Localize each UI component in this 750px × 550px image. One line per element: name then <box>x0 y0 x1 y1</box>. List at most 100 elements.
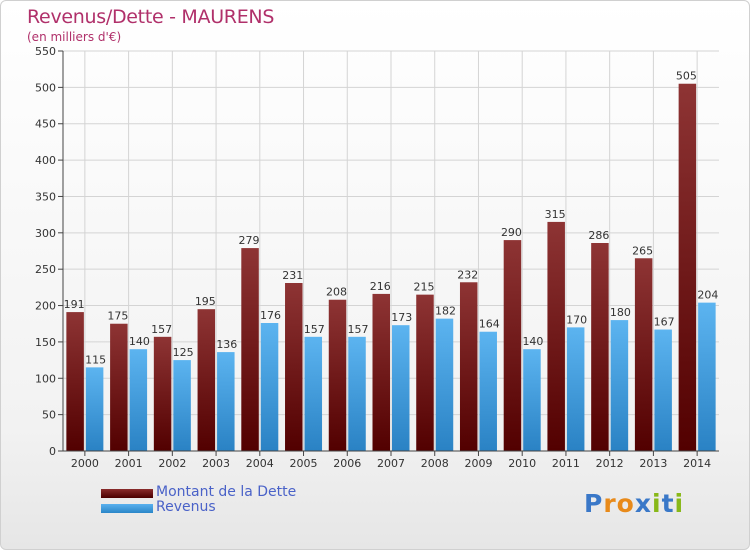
legend-label-dette: Montant de la Dette <box>156 484 297 500</box>
data-label-revenus: 125 <box>173 346 194 359</box>
bar-revenus <box>260 323 279 451</box>
logo-letter: P <box>584 489 604 518</box>
data-label-revenus: 157 <box>348 323 369 336</box>
data-label-dette: 232 <box>457 268 478 281</box>
data-label-revenus: 170 <box>566 313 587 326</box>
y-tick-label: 150 <box>35 336 56 349</box>
bar-dette <box>110 323 128 451</box>
bar-dette <box>66 312 84 451</box>
bar-revenus <box>566 327 585 451</box>
legend-swatch-revenus <box>101 504 153 513</box>
bar-dette <box>678 83 697 452</box>
x-tick-label: 2007 <box>377 457 405 470</box>
data-label-revenus: 167 <box>654 316 675 329</box>
y-tick-label: 500 <box>35 81 56 94</box>
bar-dette <box>285 283 303 451</box>
bar-dette <box>634 258 653 451</box>
bar-revenus <box>479 331 497 451</box>
bar-revenus <box>523 349 541 451</box>
bar-revenus <box>435 318 454 451</box>
data-label-dette: 265 <box>632 244 653 257</box>
data-label-dette: 315 <box>545 208 566 221</box>
data-label-revenus: 136 <box>216 338 237 351</box>
bar-dette <box>591 243 609 451</box>
data-label-dette: 290 <box>501 226 522 239</box>
data-label-revenus: 182 <box>435 305 456 318</box>
data-label-dette: 286 <box>588 229 609 242</box>
chart-title: Revenus/Dette - MAURENS <box>27 6 275 28</box>
bar-revenus <box>304 336 323 451</box>
y-tick-label: 200 <box>35 300 56 313</box>
x-tick-label: 2011 <box>552 457 580 470</box>
x-tick-label: 2009 <box>464 457 492 470</box>
data-label-dette: 195 <box>195 295 216 308</box>
x-tick-label: 2013 <box>639 457 667 470</box>
x-tick-label: 2006 <box>333 457 361 470</box>
logo-letter: i <box>674 489 685 518</box>
data-label-revenus: 173 <box>391 311 412 324</box>
x-tick-label: 2010 <box>508 457 536 470</box>
x-tick-label: 2012 <box>596 457 624 470</box>
y-tick-label: 0 <box>49 445 56 458</box>
data-label-dette: 208 <box>326 286 347 299</box>
x-tick-label: 2014 <box>683 457 711 470</box>
x-tick-label: 2001 <box>115 457 143 470</box>
y-tick-label: 50 <box>42 409 56 422</box>
bar-dette <box>416 294 434 451</box>
bar-revenus <box>217 352 235 451</box>
y-tick-label: 450 <box>35 118 56 131</box>
data-label-dette: 231 <box>282 269 303 282</box>
x-tick-label: 2008 <box>421 457 449 470</box>
x-tick-label: 2000 <box>71 457 99 470</box>
data-label-dette: 216 <box>370 280 391 293</box>
y-tick-label: 350 <box>35 190 56 203</box>
data-label-revenus: 140 <box>129 335 150 348</box>
bar-revenus <box>654 329 672 451</box>
bar-revenus <box>698 302 716 451</box>
x-tick-label: 2003 <box>202 457 230 470</box>
bar-revenus <box>85 367 104 451</box>
data-label-dette: 157 <box>151 323 172 336</box>
bar-dette <box>459 282 478 451</box>
bar-revenus <box>610 320 629 451</box>
data-label-revenus: 140 <box>522 335 543 348</box>
data-label-revenus: 157 <box>304 323 325 336</box>
data-label-dette: 191 <box>64 298 85 311</box>
data-label-revenus: 204 <box>697 289 718 302</box>
bar-revenus <box>392 325 410 451</box>
data-label-dette: 215 <box>413 281 434 294</box>
bar-dette <box>503 240 522 451</box>
logo-letter: x <box>634 489 652 518</box>
x-tick-label: 2002 <box>158 457 186 470</box>
y-tick-label: 550 <box>35 45 56 58</box>
data-label-dette: 175 <box>107 310 128 323</box>
data-label-dette: 505 <box>676 70 697 83</box>
logo-letter: i <box>652 489 662 518</box>
x-tick-label: 2005 <box>290 457 318 470</box>
bar-revenus <box>348 336 366 451</box>
bar-revenus <box>129 349 148 451</box>
y-tick-label: 300 <box>35 227 56 240</box>
y-tick-label: 250 <box>35 263 56 276</box>
legend-label-revenus: Revenus <box>156 499 216 515</box>
legend-swatch-dette <box>101 489 153 498</box>
data-label-revenus: 164 <box>479 318 500 331</box>
logo-letter: t <box>661 489 675 518</box>
x-tick-label: 2004 <box>246 457 274 470</box>
bar-dette <box>328 299 347 451</box>
bar-dette <box>547 221 565 451</box>
logo-letter: r <box>603 489 617 518</box>
bar-dette <box>241 248 259 451</box>
bar-dette <box>153 336 172 451</box>
logo-letter: o <box>616 489 635 518</box>
data-label-revenus: 176 <box>260 309 281 322</box>
bar-dette <box>372 293 390 451</box>
chart-subtitle: (en milliers d'€) <box>27 30 122 44</box>
y-tick-label: 100 <box>35 372 56 385</box>
y-tick-label: 400 <box>35 154 56 167</box>
proxiti-logo: Proxiti <box>584 489 684 518</box>
bar-dette <box>197 309 216 451</box>
bar-revenus <box>173 360 191 451</box>
